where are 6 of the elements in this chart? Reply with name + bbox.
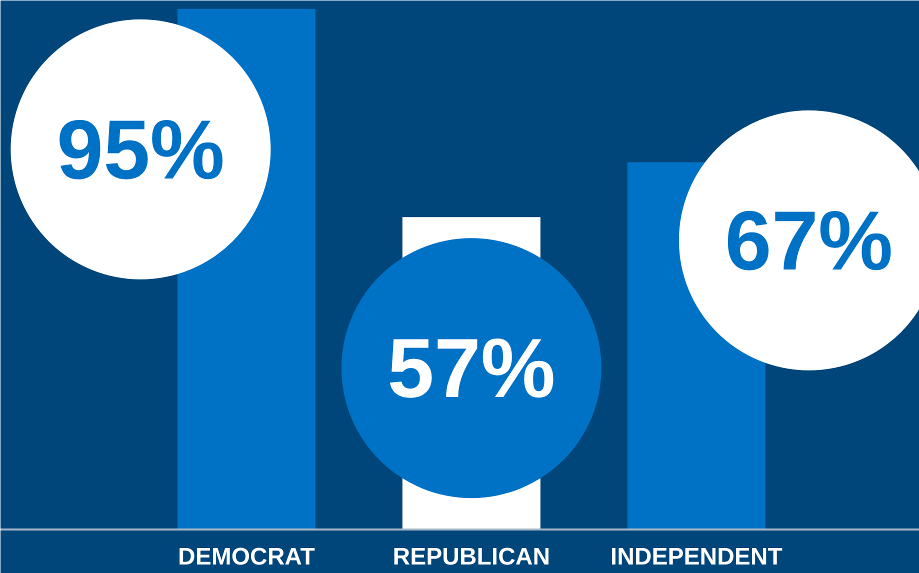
x-tick-label: REPUBLICAN bbox=[392, 544, 550, 570]
x-tick-label: DEMOCRAT bbox=[178, 544, 316, 570]
data-label: 67% bbox=[724, 193, 893, 288]
data-label: 95% bbox=[56, 102, 225, 196]
data-label: 57% bbox=[387, 321, 556, 416]
x-tick-label: INDEPENDENT bbox=[610, 544, 783, 570]
